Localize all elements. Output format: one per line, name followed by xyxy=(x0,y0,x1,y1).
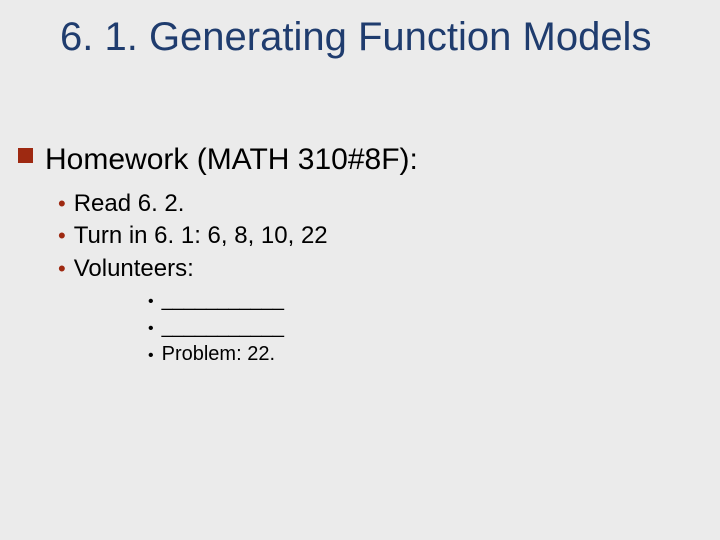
list-item: • ___________ xyxy=(148,314,328,341)
sub-item-text: Read 6. 2. xyxy=(74,188,185,220)
dot-bullet-icon: • xyxy=(148,318,154,340)
slide-title: 6. 1. Generating Function Models xyxy=(60,14,680,60)
blank-line: ___________ xyxy=(162,287,284,314)
homework-line: Homework (MATH 310#8F): xyxy=(18,142,418,178)
round-bullet-icon: • xyxy=(58,189,66,219)
sub-item-text: Turn in 6. 1: 6, 8, 10, 22 xyxy=(74,220,328,252)
list-item: • Problem: 22. xyxy=(148,341,328,368)
round-bullet-icon: • xyxy=(58,254,66,284)
homework-sublist: • Read 6. 2. • Turn in 6. 1: 6, 8, 10, 2… xyxy=(58,188,328,368)
list-item: • ___________ xyxy=(148,287,328,314)
problem-text: Problem: 22. xyxy=(162,341,275,368)
homework-label: Homework (MATH 310#8F): xyxy=(45,142,418,178)
list-item: • Turn in 6. 1: 6, 8, 10, 22 xyxy=(58,220,328,252)
round-bullet-icon: • xyxy=(58,221,66,251)
square-bullet-icon xyxy=(18,148,33,163)
dot-bullet-icon: • xyxy=(148,291,154,313)
slide: 6. 1. Generating Function Models Homewor… xyxy=(0,0,720,540)
sub-item-text: Volunteers: xyxy=(74,253,194,285)
blank-line: ___________ xyxy=(162,314,284,341)
dot-bullet-icon: • xyxy=(148,345,154,367)
list-item: • Volunteers: xyxy=(58,253,328,285)
list-item: • Read 6. 2. xyxy=(58,188,328,220)
volunteer-sublist: • ___________ • ___________ • Problem: 2… xyxy=(148,287,328,368)
